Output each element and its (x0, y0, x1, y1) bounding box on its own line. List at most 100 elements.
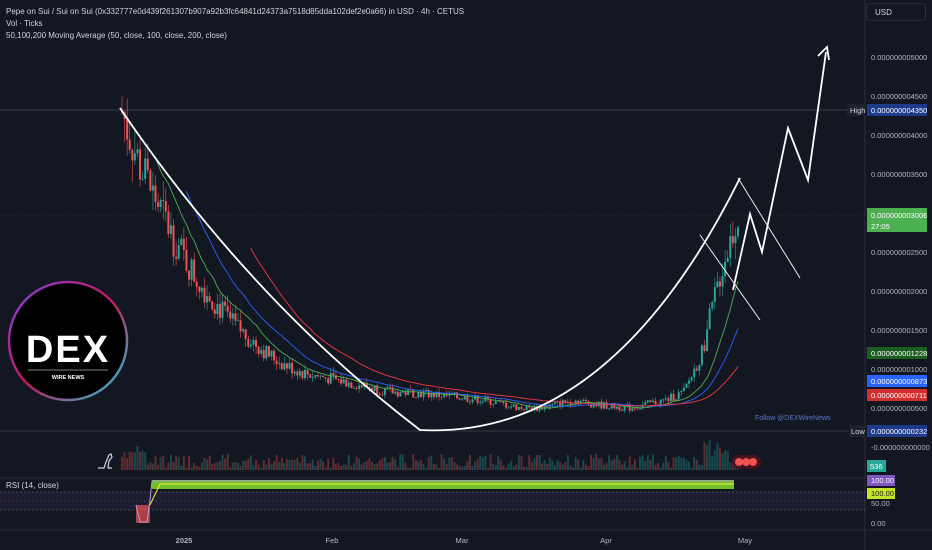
volume-bar (327, 458, 330, 470)
ma200-value: 0.000000000711 (871, 391, 927, 400)
volume-bar (450, 456, 453, 470)
candle-body (350, 382, 353, 388)
candle-body (517, 406, 520, 410)
volume-bar (213, 462, 216, 470)
symbol-title[interactable]: Pepe on Sui / Sui on Sui (0x332777e0d439… (6, 7, 465, 16)
candle-body (247, 338, 250, 347)
volume-bar (654, 464, 657, 470)
volume-bar (631, 464, 634, 470)
volume-bar (139, 451, 142, 470)
ma-line-200 (250, 248, 739, 407)
volume-bar (494, 465, 497, 470)
volume-bar (729, 462, 732, 470)
arrow-head (817, 45, 830, 61)
candle-body (605, 402, 608, 409)
volume-bar (530, 462, 533, 470)
volume-bar (615, 454, 618, 470)
candle-body (507, 407, 510, 409)
candle-body (190, 259, 193, 280)
rsi-value-b: 100.00 (871, 489, 894, 498)
price-tick-label: 0.000000004000 (871, 131, 927, 140)
volume-bar (528, 455, 531, 470)
high-value: 0.000000004350 (871, 106, 927, 115)
volume-bar (265, 464, 268, 470)
candle-body (373, 385, 376, 391)
candle-body (175, 256, 178, 259)
volume-bar (566, 454, 569, 470)
volume-bar (602, 464, 605, 470)
candle-body (188, 270, 191, 280)
volume-bar (224, 458, 227, 470)
volume-bar (623, 461, 626, 470)
candle-body (512, 404, 515, 407)
currency-selector[interactable]: USD (866, 3, 926, 21)
candle-body (139, 149, 142, 180)
candle-body (347, 382, 350, 387)
candle-body (306, 369, 309, 375)
volume-bar (706, 445, 709, 470)
candle-body (255, 339, 258, 347)
candle-body (489, 399, 492, 405)
candle-body (224, 301, 227, 306)
volume-bar (543, 460, 546, 470)
volume-bar (713, 450, 716, 470)
candle-body (332, 373, 335, 376)
volume-bar (255, 460, 258, 470)
volume-bar (718, 447, 721, 470)
volume-bar (291, 459, 294, 470)
candle-body (267, 346, 270, 357)
candle-body (371, 388, 374, 391)
volume-indicator-label[interactable]: Vol · Ticks (6, 19, 43, 28)
volume-bar (608, 455, 611, 470)
volume-bar (151, 463, 154, 470)
volume-bar (309, 463, 312, 470)
volume-bar (662, 462, 665, 470)
candle-body (275, 360, 278, 364)
candle-body (226, 305, 229, 312)
candle-body (340, 379, 343, 384)
ma100-value: 0.000000000873 (871, 377, 927, 386)
candle-body (734, 236, 737, 244)
volume-bar (332, 457, 335, 470)
volume-bar (633, 459, 636, 470)
candle-body (311, 376, 314, 378)
volume-bar (463, 465, 466, 470)
candle-body (582, 399, 585, 402)
volume-bar (363, 461, 366, 470)
volume-bar (144, 452, 147, 470)
candle-body (729, 236, 732, 258)
volume-bar (672, 457, 675, 470)
candle-body (164, 201, 167, 212)
volume-bar (303, 455, 306, 470)
candle-body (146, 158, 149, 171)
volume-bar (499, 460, 502, 470)
price-tick-label: 0.000000005000 (871, 53, 927, 62)
candle-body (169, 225, 172, 235)
candle-body (680, 391, 683, 393)
candle-body (443, 393, 446, 398)
channel-line-lower (699, 234, 761, 321)
volume-bar (342, 464, 345, 470)
candle-body (610, 403, 613, 409)
candle-body (602, 402, 605, 409)
volume-bar (211, 463, 214, 470)
candle-body (716, 281, 719, 288)
volume-bar (646, 455, 649, 470)
moving-average-label[interactable]: 50,100,200 Moving Average (50, close, 10… (6, 31, 227, 40)
candle-body (244, 329, 247, 339)
volume-bar (626, 467, 629, 470)
candle-body (399, 392, 402, 397)
candle-body (497, 400, 500, 402)
candle-body (319, 375, 322, 377)
candle-body (381, 394, 384, 396)
volume-bar (432, 463, 435, 470)
volume-bar (371, 461, 374, 470)
volume-bar (675, 457, 678, 470)
candle-body (185, 250, 188, 271)
rsi-label[interactable]: RSI (14, close) (6, 481, 59, 490)
event-markers-icon[interactable] (732, 455, 761, 469)
candle-body (440, 396, 443, 398)
candle-body (303, 369, 306, 379)
volume-bar (569, 465, 572, 470)
